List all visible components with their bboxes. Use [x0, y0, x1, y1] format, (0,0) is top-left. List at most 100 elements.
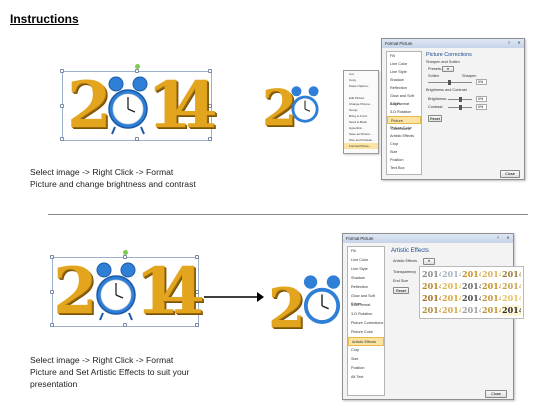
context-menu-item[interactable]: Change Picture... [349, 102, 373, 106]
help-icon[interactable]: ? [496, 235, 500, 240]
resize-handle[interactable] [50, 255, 54, 259]
artistic-effects-dropdown[interactable]: ▾ [423, 258, 435, 265]
effect-thumbnail[interactable]: 2014 [502, 281, 521, 291]
effect-thumbnail[interactable]: 2014 [502, 293, 521, 303]
effect-thumbnail[interactable]: 2014 [442, 305, 461, 315]
context-menu-item[interactable]: Hyperlink... [349, 126, 365, 130]
category-item[interactable]: Position [351, 366, 365, 370]
resize-handle[interactable] [50, 323, 54, 327]
resize-handle[interactable] [60, 137, 64, 141]
category-item[interactable]: Glow and Soft Edges [351, 294, 375, 306]
effect-thumbnail[interactable]: 2014 [422, 293, 441, 303]
close-button[interactable]: Close [500, 170, 520, 178]
resize-handle[interactable] [208, 137, 212, 141]
category-item[interactable]: Crop [390, 142, 399, 146]
resize-handle[interactable] [135, 69, 139, 73]
context-menu-item[interactable]: Paste Options: [349, 84, 369, 88]
category-item[interactable]: Artistic Effects [390, 134, 414, 138]
category-item[interactable]: Size [390, 150, 398, 154]
effect-thumbnail[interactable]: 2014 [462, 293, 481, 303]
context-menu-item[interactable]: Copy [349, 78, 357, 82]
reset-button[interactable]: Reset [428, 115, 442, 122]
category-item[interactable]: Shadow [390, 78, 404, 82]
effect-thumbnail[interactable]: 2014 [442, 281, 461, 291]
context-menu-item[interactable]: Edit Picture [349, 96, 365, 100]
arrow-right-icon [204, 292, 264, 302]
category-item[interactable]: Fill [390, 54, 395, 58]
category-item[interactable]: 3-D Format [390, 102, 410, 106]
category-item[interactable]: Text Box [390, 166, 405, 170]
resize-handle[interactable] [195, 255, 199, 259]
effect-thumbnail[interactable]: 2014 [442, 269, 461, 279]
resize-handle[interactable] [60, 69, 64, 73]
sharpen-spinner[interactable]: 0% [476, 79, 487, 85]
resize-handle[interactable] [135, 137, 139, 141]
resize-handle[interactable] [123, 255, 127, 259]
effect-thumbnail[interactable]: 2014 [462, 305, 481, 315]
category-item[interactable]: Picture Color [351, 330, 373, 334]
category-item-selected[interactable]: Picture Corrections [387, 116, 421, 131]
effect-thumbnail[interactable]: 2014 [462, 269, 481, 279]
effect-thumbnail[interactable]: 2014 [482, 281, 501, 291]
resize-handle[interactable] [60, 104, 64, 108]
rotation-handle[interactable] [135, 64, 140, 69]
effect-thumbnail[interactable]: 2014 [482, 293, 501, 303]
effect-thumbnail[interactable]: 2014 [422, 305, 441, 315]
close-button[interactable]: Close [485, 390, 507, 398]
context-menu-item[interactable]: Group [349, 108, 358, 112]
image-2014-step2[interactable]: 2 1 4 [50, 250, 205, 329]
category-item[interactable]: Line Color [351, 258, 369, 262]
resize-handle[interactable] [195, 323, 199, 327]
reset-button[interactable]: Reset [393, 287, 409, 294]
effect-thumbnail[interactable]: 2014 [482, 269, 501, 279]
category-item[interactable]: Fill [351, 249, 356, 253]
category-item[interactable]: Picture Corrections [351, 321, 384, 325]
contrast-slider[interactable] [448, 105, 472, 110]
category-item[interactable]: Line Color [390, 62, 408, 66]
category-item[interactable]: 3-D Rotation [351, 312, 373, 316]
help-icon[interactable]: ? [507, 40, 511, 45]
category-item-selected[interactable]: Artistic Effects [348, 337, 384, 346]
effect-thumbnail[interactable]: 2014 [442, 293, 461, 303]
category-item[interactable]: Shadow [351, 276, 365, 280]
rotation-handle[interactable] [123, 250, 128, 255]
effect-thumbnail[interactable]: 2014 [482, 305, 501, 315]
context-menu-item[interactable]: Save as Picture... [349, 132, 373, 136]
resize-handle[interactable] [50, 290, 54, 294]
category-item[interactable]: Line Style [390, 70, 407, 74]
category-item[interactable]: Reflection [390, 86, 407, 90]
resize-handle[interactable] [195, 290, 199, 294]
category-item[interactable]: Size [351, 357, 359, 361]
category-item[interactable]: Alt Text [351, 375, 364, 379]
effect-thumbnail[interactable]: 2014 [422, 281, 441, 291]
resize-handle[interactable] [123, 323, 127, 327]
category-item[interactable]: 3-D Format [351, 303, 371, 307]
close-icon[interactable]: ✕ [517, 40, 521, 45]
category-item[interactable]: Crop [351, 348, 360, 352]
resize-handle[interactable] [208, 104, 212, 108]
brightness-slider[interactable] [448, 97, 472, 102]
category-item[interactable]: Reflection [351, 285, 368, 289]
sharpen-slider[interactable] [428, 80, 472, 85]
category-item[interactable]: 3-D Rotation [390, 110, 412, 114]
context-menu-item[interactable]: Size and Position... [349, 138, 375, 142]
effect-thumbnail[interactable]: 2014 [502, 305, 521, 316]
category-item[interactable]: Position [390, 158, 404, 162]
effect-thumbnail[interactable]: 2014 [422, 269, 441, 279]
context-menu-item[interactable]: Cut [349, 72, 354, 76]
effect-thumbnail[interactable]: 2014 [462, 281, 481, 291]
resize-handle[interactable] [208, 69, 212, 73]
effect-thumbnail[interactable]: 2014 [502, 269, 521, 279]
image-2014-step1[interactable]: 2 1 4 [60, 64, 218, 143]
brightness-spinner[interactable]: 0% [476, 96, 487, 102]
category-item[interactable]: Picture Color [390, 126, 412, 130]
clock-icon [291, 86, 319, 123]
context-menu-item-format-picture[interactable]: Format Picture... [344, 143, 378, 149]
presets-dropdown[interactable]: ▾ [442, 66, 454, 72]
category-item[interactable]: Glow and Soft Edges [390, 94, 414, 106]
category-item[interactable]: Line Style [351, 267, 368, 271]
close-icon[interactable]: ✕ [506, 235, 510, 240]
contrast-spinner[interactable]: 0% [476, 104, 487, 110]
context-menu-item[interactable]: Send to Back [349, 120, 367, 124]
context-menu-item[interactable]: Bring to Front [349, 114, 368, 118]
